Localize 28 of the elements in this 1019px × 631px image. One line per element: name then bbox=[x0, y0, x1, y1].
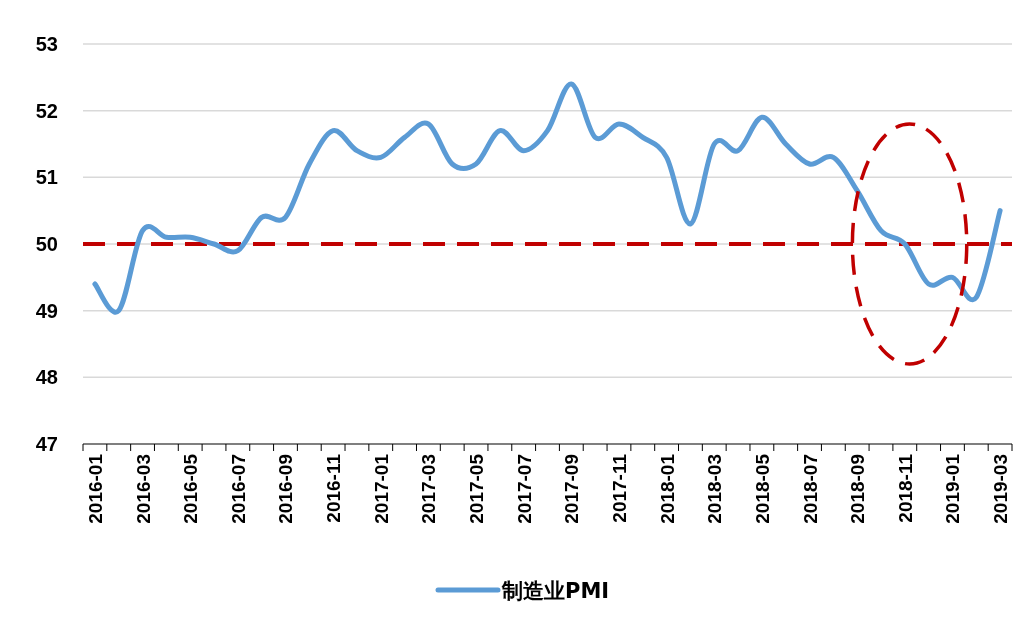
x-tick-label: 2016-11 bbox=[323, 453, 345, 523]
y-tick-label: 51 bbox=[35, 166, 58, 189]
x-tick-label: 2018-09 bbox=[847, 454, 869, 524]
x-tick-label: 2016-01 bbox=[84, 453, 106, 524]
x-tick-label: 2017-11 bbox=[608, 453, 630, 523]
x-tick-label: 2018-07 bbox=[799, 454, 821, 524]
x-tick-label: 2017-05 bbox=[466, 453, 488, 524]
y-tick-label: 48 bbox=[35, 366, 58, 389]
x-tick-label: 2017-09 bbox=[561, 454, 583, 524]
x-tick-label: 2018-05 bbox=[751, 453, 773, 524]
x-tick-label: 2016-05 bbox=[180, 453, 202, 524]
x-tick-label: 2017-03 bbox=[418, 454, 440, 524]
x-tick-label: 2016-09 bbox=[275, 454, 297, 524]
x-tick-label: 2018-03 bbox=[704, 454, 726, 524]
legend-label: 制造业PMI bbox=[501, 579, 610, 603]
x-tick-label: 2019-03 bbox=[990, 454, 1012, 524]
x-tick-label: 2017-07 bbox=[513, 454, 535, 524]
x-tick-label: 2017-01 bbox=[370, 453, 392, 524]
y-tick-label: 50 bbox=[35, 233, 58, 255]
y-tick-label: 47 bbox=[35, 433, 58, 455]
x-tick-label: 2016-03 bbox=[132, 454, 154, 524]
y-tick-label: 49 bbox=[35, 299, 58, 322]
x-tick-label: 2016-07 bbox=[227, 454, 249, 524]
y-tick-label: 53 bbox=[35, 33, 58, 55]
x-tick-label: 2018-01 bbox=[656, 453, 678, 524]
x-tick-label: 2019-01 bbox=[942, 453, 964, 524]
x-tick-label: 2018-11 bbox=[894, 453, 916, 523]
y-tick-label: 52 bbox=[35, 99, 58, 122]
